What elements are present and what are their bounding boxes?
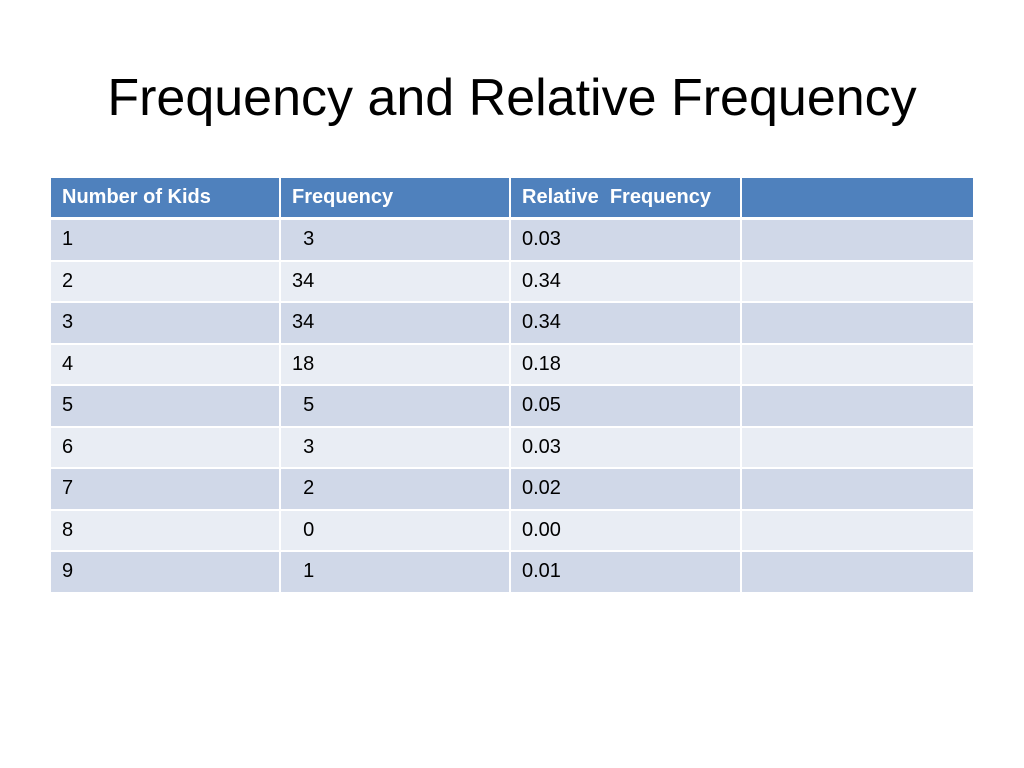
table-row: 5 5 0.05 — [51, 386, 973, 428]
table-body: 1 3 0.03 2 34 0.34 3 34 0.34 4 18 0.18 — [51, 220, 973, 594]
header-empty — [742, 178, 973, 220]
cell-kids: 9 — [51, 552, 281, 594]
table-row: 8 0 0.00 — [51, 510, 973, 552]
cell-relative-frequency: 0.01 — [511, 552, 742, 594]
cell-relative-frequency: 0.34 — [511, 261, 742, 303]
cell-kids: 5 — [51, 386, 281, 428]
table-row: 4 18 0.18 — [51, 344, 973, 386]
cell-empty — [742, 427, 973, 469]
cell-empty — [742, 344, 973, 386]
table-row: 3 34 0.34 — [51, 303, 973, 345]
slide-title: Frequency and Relative Frequency — [107, 69, 917, 127]
cell-frequency: 34 — [281, 303, 511, 345]
cell-relative-frequency: 0.00 — [511, 510, 742, 552]
cell-empty — [742, 261, 973, 303]
table-header: Number of Kids Frequency Relative Freque… — [51, 178, 973, 220]
header-frequency: Frequency — [281, 178, 511, 220]
cell-kids: 2 — [51, 261, 281, 303]
table-row: 2 34 0.34 — [51, 261, 973, 303]
table-row: 6 3 0.03 — [51, 427, 973, 469]
cell-empty — [742, 386, 973, 428]
cell-frequency: 2 — [281, 469, 511, 511]
cell-kids: 8 — [51, 510, 281, 552]
cell-relative-frequency: 0.03 — [511, 427, 742, 469]
cell-empty — [742, 510, 973, 552]
cell-frequency: 5 — [281, 386, 511, 428]
header-row: Number of Kids Frequency Relative Freque… — [51, 178, 973, 220]
cell-empty — [742, 220, 973, 262]
cell-frequency: 1 — [281, 552, 511, 594]
cell-frequency: 0 — [281, 510, 511, 552]
cell-empty — [742, 303, 973, 345]
cell-frequency: 3 — [281, 220, 511, 262]
frequency-table: Number of Kids Frequency Relative Freque… — [51, 178, 973, 594]
cell-empty — [742, 552, 973, 594]
cell-empty — [742, 469, 973, 511]
table-row: 1 3 0.03 — [51, 220, 973, 262]
cell-relative-frequency: 0.18 — [511, 344, 742, 386]
cell-kids: 7 — [51, 469, 281, 511]
table-row: 7 2 0.02 — [51, 469, 973, 511]
cell-kids: 3 — [51, 303, 281, 345]
cell-relative-frequency: 0.02 — [511, 469, 742, 511]
cell-kids: 6 — [51, 427, 281, 469]
header-relative-frequency: Relative Frequency — [511, 178, 742, 220]
cell-frequency: 34 — [281, 261, 511, 303]
cell-relative-frequency: 0.05 — [511, 386, 742, 428]
cell-relative-frequency: 0.03 — [511, 220, 742, 262]
table-row: 9 1 0.01 — [51, 552, 973, 594]
cell-kids: 4 — [51, 344, 281, 386]
header-number-of-kids: Number of Kids — [51, 178, 281, 220]
cell-kids: 1 — [51, 220, 281, 262]
cell-frequency: 18 — [281, 344, 511, 386]
cell-frequency: 3 — [281, 427, 511, 469]
cell-relative-frequency: 0.34 — [511, 303, 742, 345]
